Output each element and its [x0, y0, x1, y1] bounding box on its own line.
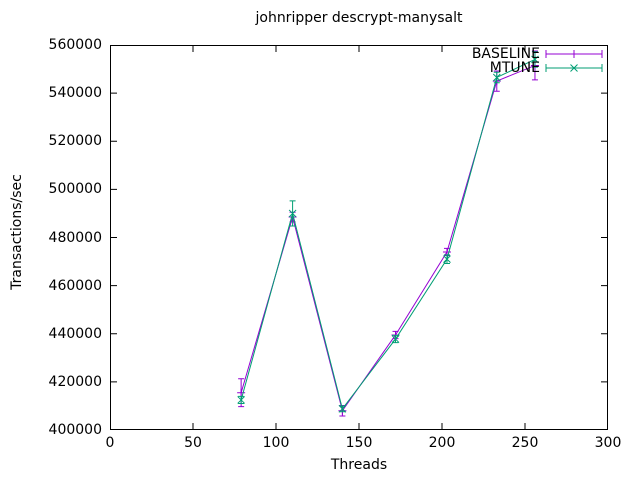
- legend-item-mtune: MTUNE: [472, 61, 605, 75]
- x-tick-label: 300: [594, 435, 622, 451]
- chart-title: johnripper descrypt-manysalt: [255, 10, 463, 26]
- series-mtune-errorbars: [238, 51, 538, 413]
- y-tick-label: 500000: [48, 181, 102, 198]
- y-tick-label: 540000: [48, 85, 102, 102]
- y-tick-label: 560000: [48, 37, 102, 53]
- x-tick-label: 250: [511, 435, 539, 451]
- x-tick-label: 200: [428, 435, 456, 451]
- y-tick-label: 440000: [48, 325, 102, 342]
- legend-label: BASELINE: [471, 46, 540, 62]
- plot-area: [110, 45, 608, 430]
- y-tick-label: 420000: [48, 373, 102, 390]
- legend-sample-line: [545, 64, 603, 72]
- legend-item-baseline: BASELINE: [472, 47, 605, 61]
- series-baseline-markers: [237, 61, 539, 415]
- series-baseline-errorbars: [238, 50, 538, 417]
- y-tick-label: 460000: [48, 277, 102, 294]
- legend-label: MTUNE: [489, 60, 540, 76]
- x-axis-label: Threads: [330, 457, 388, 473]
- x-tick-label: 150: [345, 435, 373, 451]
- x-tick-label: 100: [262, 435, 290, 451]
- x-tick-label: 0: [105, 435, 115, 451]
- series-mtune-line: [240, 58, 536, 410]
- legend-sample-line: [545, 50, 603, 58]
- x-tick-label: 50: [184, 435, 202, 451]
- plot-canvas: [110, 45, 608, 430]
- series-mtune-markers: [237, 55, 539, 413]
- y-tick-label: 520000: [48, 133, 102, 150]
- series-baseline-line: [240, 64, 536, 412]
- plot-border: [110, 45, 608, 430]
- y-tick-label: 400000: [48, 422, 102, 438]
- legend: BASELINE MTUNE: [472, 47, 605, 75]
- y-tick-label: 480000: [48, 229, 102, 246]
